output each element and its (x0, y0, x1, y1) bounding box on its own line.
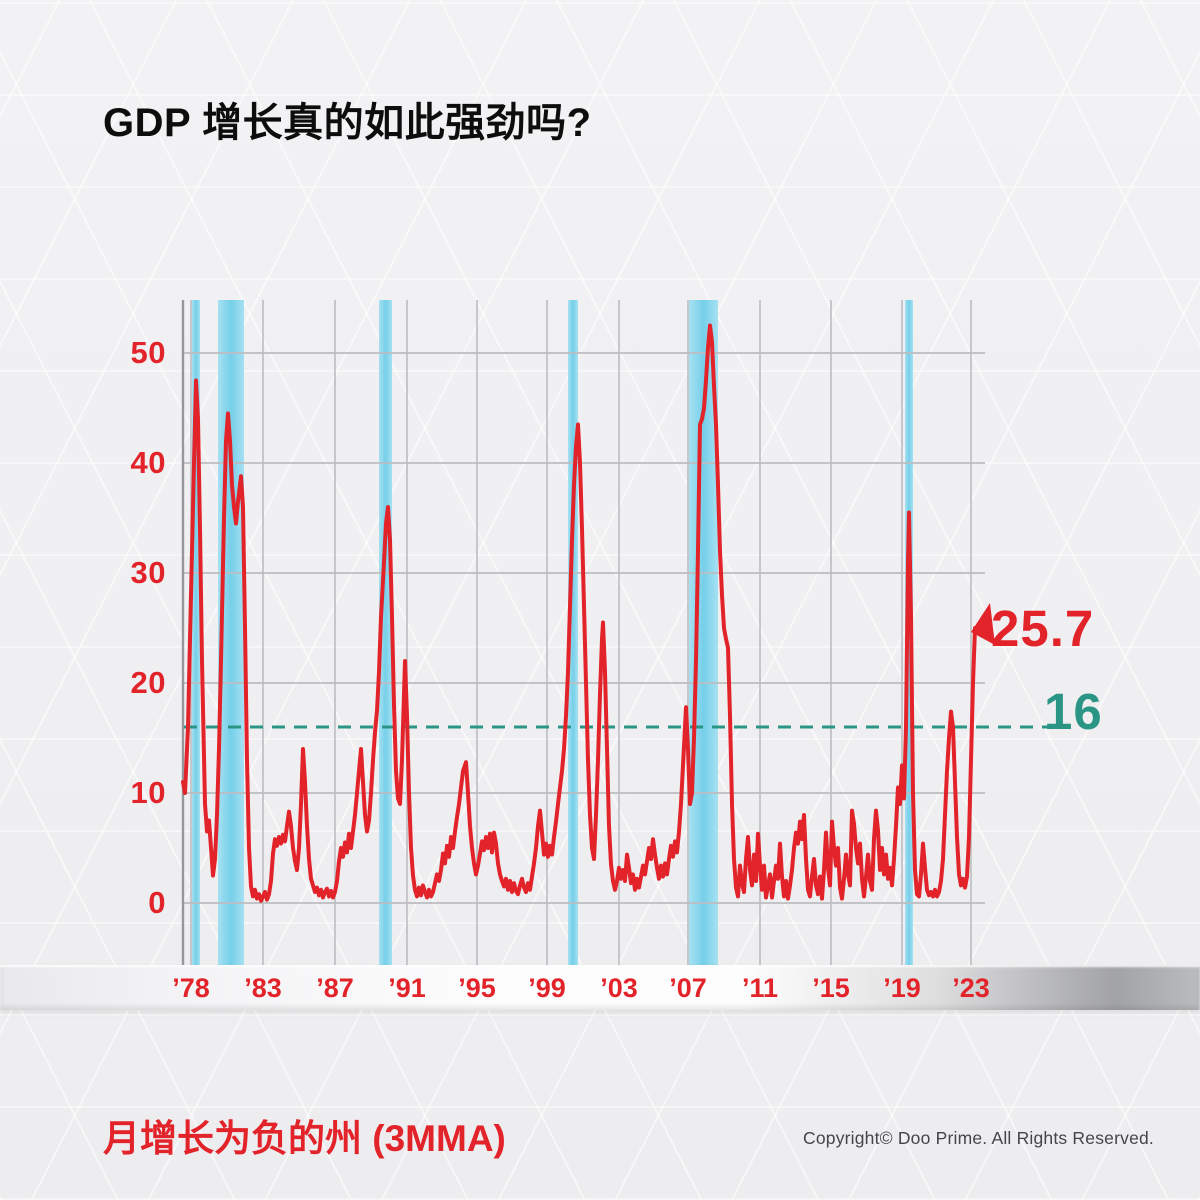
recession-band (192, 300, 200, 965)
x-axis-bar (0, 965, 1200, 1010)
x-tick-label: ’99 (528, 973, 566, 1003)
x-tick-label: ’23 (952, 973, 990, 1003)
x-tick-label: ’03 (600, 973, 638, 1003)
y-tick-label: 20 (130, 665, 166, 700)
x-tick-label: ’19 (883, 973, 921, 1003)
data-line (181, 323, 977, 903)
x-tick-label: ’11 (741, 973, 779, 1003)
x-tick-label: ’83 (244, 973, 282, 1003)
x-tick-label: ’15 (812, 973, 850, 1003)
x-tick-label: ’95 (458, 973, 496, 1003)
copyright-text: Copyright© Doo Prime. All Rights Reserve… (802, 1128, 1154, 1148)
line-end-arrow-icon (971, 603, 995, 645)
reference-value-annotation: 16 (1044, 683, 1103, 740)
y-tick-label: 50 (130, 335, 166, 370)
x-tick-label: ’87 (316, 973, 354, 1003)
recession-band (568, 300, 578, 965)
x-tick-label: ’91 (388, 973, 426, 1003)
x-tick-label: ’78 (172, 973, 210, 1003)
recession-band (379, 300, 392, 965)
chart-series-label: 月增长为负的州 (3MMA) (103, 1118, 506, 1159)
y-tick-label: 30 (130, 555, 166, 590)
y-tick-label: 10 (130, 775, 166, 810)
end-value-annotation: 25.7 (991, 600, 1095, 657)
y-tick-label: 0 (148, 885, 166, 920)
y-tick-label: 40 (130, 445, 166, 480)
page-title: GDP 增长真的如此强劲吗? (103, 101, 592, 145)
x-tick-label: ’07 (669, 973, 707, 1003)
